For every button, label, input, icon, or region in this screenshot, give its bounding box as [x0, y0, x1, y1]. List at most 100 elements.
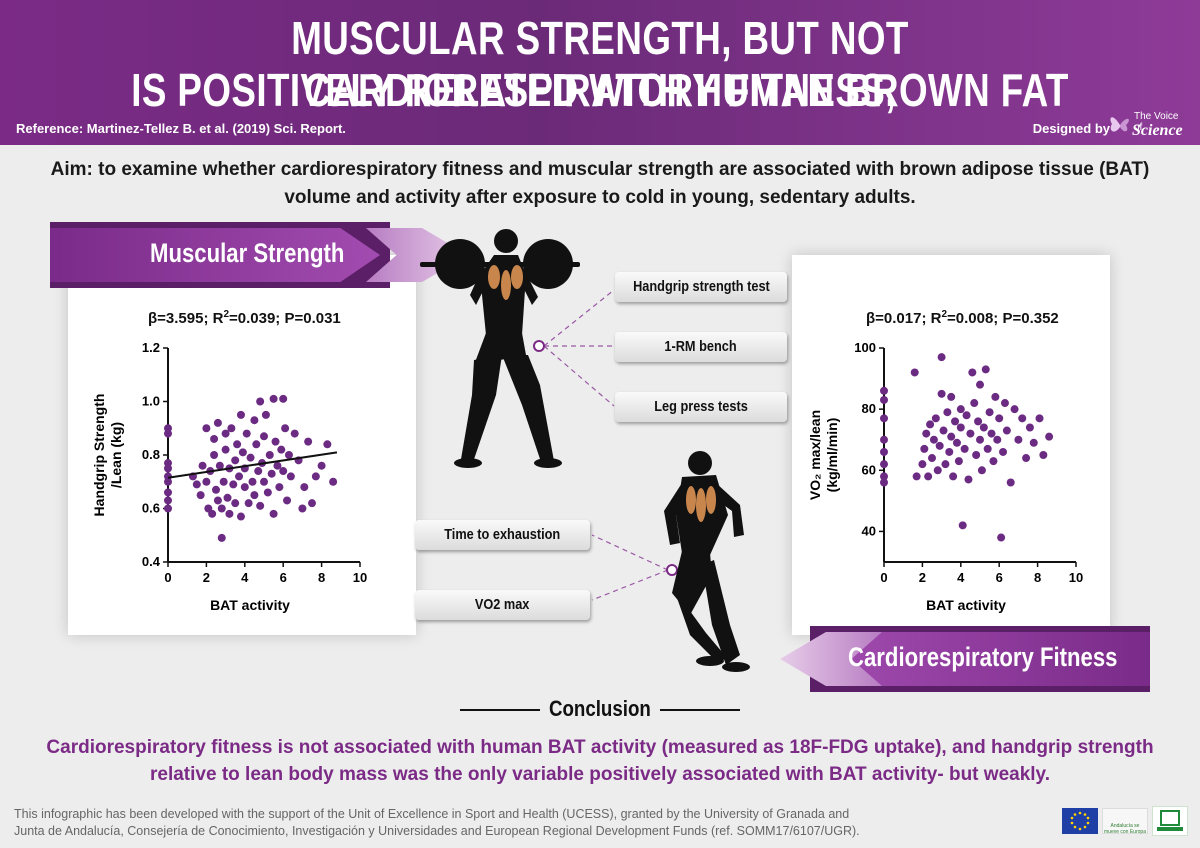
- data-point: [202, 424, 211, 433]
- data-point: [298, 504, 307, 513]
- junta-emblem-icon: [1157, 810, 1183, 831]
- data-point: [937, 389, 946, 398]
- data-point: [987, 429, 996, 438]
- x-tick-label: 6: [996, 570, 1003, 585]
- conclusion-title: Conclusion: [549, 696, 651, 721]
- data-point: [1014, 435, 1023, 444]
- data-point: [279, 394, 288, 403]
- data-point: [997, 533, 1006, 542]
- data-point: [210, 451, 219, 459]
- weightlifter-muscles: [488, 265, 523, 300]
- data-point: [880, 435, 888, 444]
- data-point: [213, 418, 222, 427]
- data-point: [880, 460, 888, 469]
- data-point: [284, 451, 293, 459]
- data-point: [981, 365, 990, 374]
- y-axis-label-line-2: /Lean (kg): [108, 422, 124, 488]
- data-point: [976, 380, 984, 389]
- footer-line-2: Junta de Andalucía, Consejería de Conoci…: [14, 824, 860, 838]
- data-point: [979, 423, 988, 432]
- data-point: [281, 424, 290, 433]
- data-point: [250, 416, 259, 425]
- data-point: [196, 491, 205, 500]
- cardio-stat-sup: 2: [941, 309, 948, 320]
- data-point: [952, 438, 961, 447]
- handgrip-scatter-chart: 0 2 4 6 8 10 0.4 0.6 0.8 1.0 1.2 BAT activity Handgr…: [91, 340, 367, 613]
- data-point: [989, 457, 998, 466]
- data-point: [210, 434, 219, 443]
- leg-press-test-label: Leg press tests: [615, 392, 787, 422]
- x-axis-label: BAT activity: [210, 597, 290, 613]
- data-point: [931, 414, 940, 423]
- data-point: [1025, 423, 1034, 432]
- data-point: [958, 521, 967, 530]
- data-point: [279, 467, 288, 476]
- muscular-stat: β=3.595; R2=0.039; P=0.031: [148, 309, 341, 327]
- muscular-strength-panel: [68, 255, 416, 635]
- data-point: [1045, 432, 1054, 441]
- data-point: [933, 466, 942, 475]
- data-point: [880, 395, 888, 404]
- x-tick-label: 0: [880, 570, 887, 585]
- data-point: [229, 480, 238, 489]
- muscular-stat-sup: 2: [223, 309, 230, 320]
- data-point: [1002, 426, 1011, 435]
- cardio-fitness-banner: Cardiorespiratory Fitness: [780, 626, 1150, 692]
- voice-of-science-logo[interactable]: The Voice of Science: [1108, 110, 1188, 142]
- x-tick-label: 8: [318, 570, 325, 585]
- data-point: [920, 444, 929, 453]
- data-point: [308, 499, 316, 508]
- x-tick-label: 8: [1034, 570, 1041, 585]
- data-point: [956, 423, 965, 432]
- footer-text: This infographic has been developed with…: [14, 806, 1054, 840]
- data-point: [231, 456, 240, 465]
- data-point: [935, 441, 944, 450]
- runner-muscles: [686, 486, 716, 522]
- data-point: [937, 353, 946, 362]
- handgrip-test-label: Handgrip strength test: [615, 272, 787, 302]
- data-point: [910, 368, 919, 377]
- data-point: [235, 472, 244, 481]
- data-point: [928, 454, 936, 463]
- data-point: [225, 509, 234, 518]
- data-point: [317, 461, 326, 470]
- y-tick-label: 40: [862, 523, 876, 538]
- y-tick-label: 1.0: [142, 394, 160, 409]
- data-point: [256, 501, 265, 510]
- data-point: [164, 424, 172, 433]
- data-point: [240, 483, 249, 492]
- data-point: [956, 405, 965, 414]
- data-point: [995, 414, 1004, 423]
- data-point: [300, 483, 309, 492]
- vo2max-label: VO2 max: [415, 590, 590, 620]
- data-point: [1010, 405, 1019, 414]
- data-point: [202, 477, 211, 486]
- andalucia-logo: Andalucía se mueve con Europa: [1102, 808, 1148, 835]
- data-point: [1035, 414, 1044, 423]
- y-tick-label: 0.6: [142, 501, 160, 516]
- y-tick-label: 80: [862, 401, 876, 416]
- data-point: [1006, 478, 1015, 487]
- data-point: [974, 417, 983, 426]
- muscular-strength-banner: Muscular Strength: [50, 222, 468, 288]
- data-point: [912, 472, 921, 481]
- data-point: [976, 435, 984, 444]
- data-point: [221, 445, 230, 454]
- data-point: [273, 461, 282, 470]
- x-axis-label: BAT activity: [926, 597, 1006, 613]
- data-point: [985, 408, 994, 417]
- x-tick-label: 4: [241, 570, 249, 585]
- data-point: [164, 459, 172, 468]
- bench-test-label: 1-RM bench: [615, 332, 787, 362]
- x-tick-label: 10: [1069, 570, 1083, 585]
- y-tick-label: 60: [862, 462, 876, 477]
- connector-dot-cardio: [666, 564, 678, 576]
- reference-text: Reference: Martinez-Tellez B. et al. (20…: [16, 121, 346, 136]
- regression-line: [167, 451, 338, 479]
- aim-text: Aim: to examine whether cardiorespirator…: [50, 159, 1150, 208]
- cardio-stat: β=0.017; R2=0.008; P=0.352: [866, 309, 1059, 327]
- data-point: [949, 472, 958, 481]
- x-tick-label: 0: [164, 570, 171, 585]
- y-axis-label-line-1: Handgrip Strength: [91, 394, 107, 517]
- data-point: [993, 435, 1002, 444]
